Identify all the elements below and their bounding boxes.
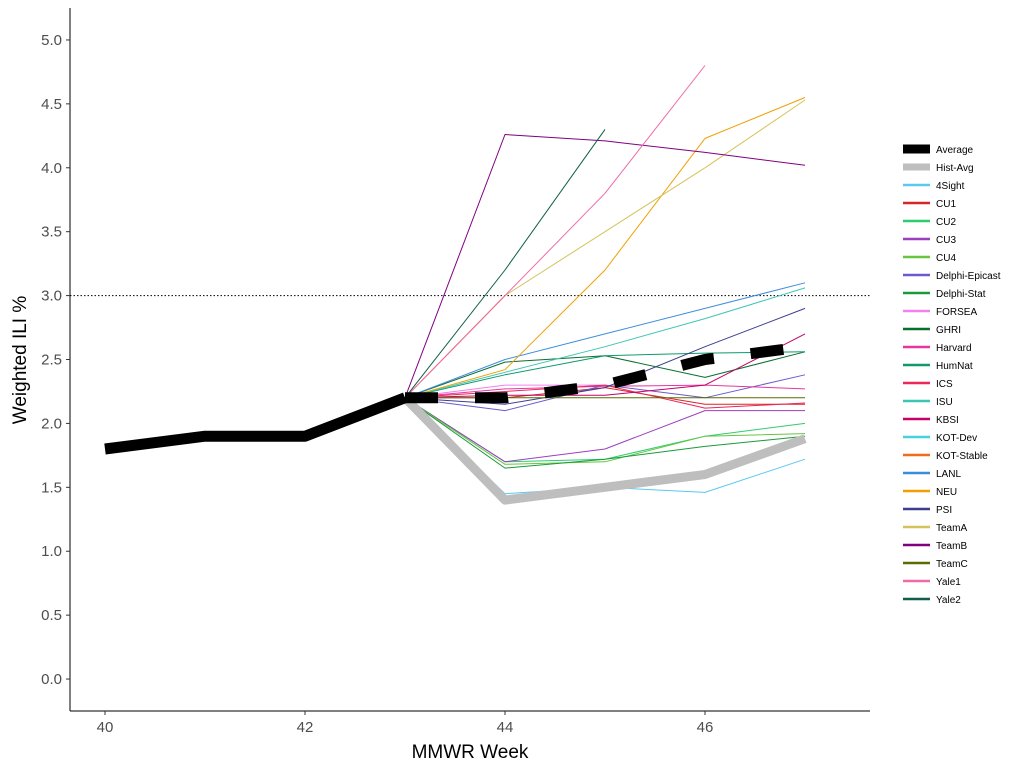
observed-layer (104, 392, 407, 455)
y-tick-label: 0.0 (41, 671, 62, 688)
axes-layer (69, 8, 870, 712)
series-line-4sight (404, 397, 806, 495)
series-line-ics (404, 384, 806, 409)
legend-label-psi: PSI (936, 505, 952, 516)
legend-label-humnat: HumNat (936, 361, 973, 372)
series-line-neu (404, 97, 806, 399)
series-line-cu3 (404, 397, 805, 463)
y-tick-label: 1.0 (41, 543, 62, 560)
legend-label-isu: ISU (936, 397, 953, 408)
x-tick-label: 46 (697, 719, 714, 736)
y-tick-label: 4.5 (41, 96, 62, 113)
legend-label-average: Average (936, 145, 974, 156)
x-axis-title: MMWR Week (412, 742, 529, 763)
series-line-yale1 (404, 65, 706, 399)
legend-label-yale2: Yale2 (936, 595, 961, 606)
legend-label-yale1: Yale1 (936, 577, 961, 588)
y-tick-label: 2.0 (41, 415, 62, 432)
series-line-cu4 (404, 397, 806, 465)
legend-label-ghri: GHRI (936, 325, 961, 336)
legend-label-lanl: LANL (936, 469, 961, 480)
series-line-yale2 (404, 129, 606, 399)
series-line-isu (404, 287, 806, 399)
legend-label-4sight: 4Sight (936, 181, 965, 192)
series-line-lanl (404, 282, 806, 399)
series-line-cu2 (404, 397, 806, 463)
legend-label-cu1: CU1 (936, 199, 956, 210)
x-tick-label: 44 (497, 719, 514, 736)
y-axis-title: Weighted ILI % (10, 296, 31, 425)
legend-label-teamb: TeamB (936, 541, 967, 552)
series-line-harvard (404, 384, 806, 399)
x-tick-label: 40 (97, 719, 114, 736)
legend-label-teama: TeamA (936, 523, 967, 534)
series-line-humnat (404, 351, 806, 399)
ticks-layer: 0.0 0.5 1.0 1.5 2.0 2.5 3.0 3.5 4.0 4.5 5.0 40 42 44 4… (41, 32, 713, 736)
legend-label-teamc: TeamC (936, 559, 968, 570)
series-line-teama (404, 99, 806, 399)
legend-label-kot-dev: KOT-Dev (936, 433, 977, 444)
series-line-delphi-stat (404, 397, 806, 469)
legend-label-hist-avg: Hist-Avg (936, 163, 974, 174)
y-tick-label: 3.0 (41, 288, 62, 305)
legend-label-cu3: CU3 (936, 235, 956, 246)
series-layer (401, 65, 807, 505)
legend-label-cu4: CU4 (936, 253, 956, 264)
legend-label-harvard: Harvard (936, 343, 972, 354)
legend-label-cu2: CU2 (936, 217, 956, 228)
series-line-psi (404, 307, 806, 405)
y-tick-label: 1.5 (41, 479, 62, 496)
legend-label-delphi-epicast: Delphi-Epicast (936, 271, 1001, 282)
legend-label-forsea: FORSEA (936, 307, 977, 318)
legend-label-delphi-stat: Delphi-Stat (936, 289, 986, 300)
y-tick-label: 4.0 (41, 160, 62, 177)
x-tick-label: 42 (297, 719, 314, 736)
series-line-teamb (404, 134, 806, 398)
observed-line (104, 392, 407, 455)
series-line-kbsi (404, 333, 806, 399)
series-line-hist-avg (401, 394, 807, 505)
legend-label-kot-stable: KOT-Stable (936, 451, 988, 462)
legend-label-neu: NEU (936, 487, 957, 498)
y-tick-label: 3.5 (41, 224, 62, 241)
y-tick-label: 5.0 (41, 32, 62, 49)
legend: Average Hist-Avg 4Sight CU1 CU2 CU3 CU4 Delphi… (903, 144, 1001, 606)
legend-label-kbsi: KBSI (936, 415, 959, 426)
legend-label-ics: ICS (936, 379, 953, 390)
y-tick-label: 0.5 (41, 607, 62, 624)
y-tick-label: 2.5 (41, 352, 62, 369)
